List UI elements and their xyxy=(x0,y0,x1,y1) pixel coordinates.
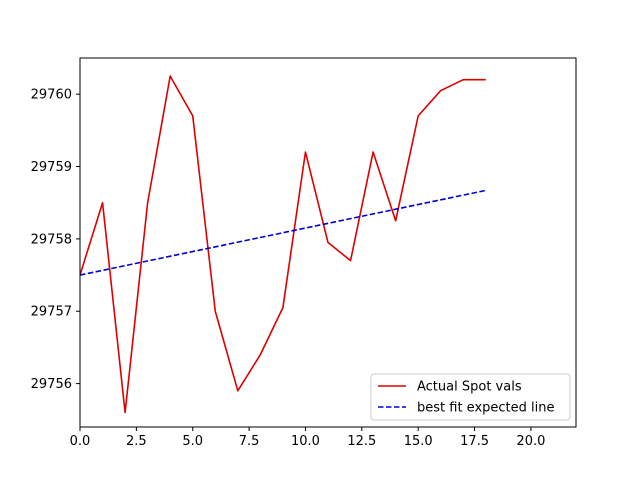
legend-label-actual-spot-vals: Actual Spot vals xyxy=(417,380,522,395)
x-tick-label: 2.5 xyxy=(126,434,147,449)
legend-label-best-fit-expected-line: best fit expected line xyxy=(417,401,554,416)
x-tick-label: 15.0 xyxy=(404,434,433,449)
x-tick-label: 7.5 xyxy=(239,434,260,449)
y-tick-label: 29756 xyxy=(31,377,72,392)
x-tick-label: 20.0 xyxy=(516,434,545,449)
x-axis: 0.0 2.5 5.0 7.5 10.0 12.5 15.0 17.5 20.0 xyxy=(70,427,545,449)
x-tick-label: 10.0 xyxy=(291,434,320,449)
series-line-best-fit-expected-line xyxy=(79,189,486,276)
series-line-actual-spot-vals xyxy=(79,75,486,414)
x-tick-label: 0.0 xyxy=(70,434,91,449)
y-tick-label: 29758 xyxy=(31,232,72,247)
y-axis: 29756 29757 29758 29759 29760 xyxy=(31,88,80,392)
x-tick-label: 12.5 xyxy=(347,434,376,449)
legend: Actual Spot vals best fit expected line xyxy=(370,373,571,421)
plot-frame xyxy=(79,57,577,428)
series-layer xyxy=(79,75,486,414)
x-tick-label: 17.5 xyxy=(460,434,489,449)
legend-box xyxy=(370,373,571,421)
y-tick-label: 29760 xyxy=(31,88,72,103)
y-tick-label: 29759 xyxy=(31,160,72,175)
y-tick-label: 29757 xyxy=(31,305,72,320)
x-tick-label: 5.0 xyxy=(182,434,203,449)
